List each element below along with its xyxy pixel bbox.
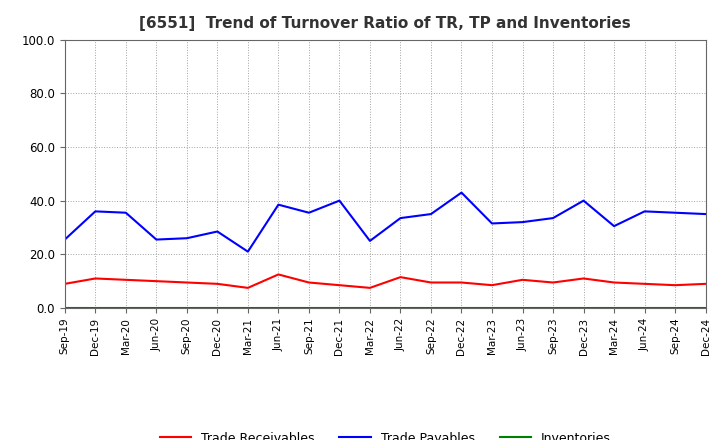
Trade Receivables <box>487 282 496 288</box>
Inventories <box>610 305 618 311</box>
Trade Payables <box>366 238 374 244</box>
Inventories <box>518 305 527 311</box>
Trade Receivables <box>671 282 680 288</box>
Trade Payables <box>213 229 222 234</box>
Trade Payables <box>152 237 161 242</box>
Trade Receivables <box>243 285 252 290</box>
Trade Payables <box>243 249 252 254</box>
Trade Payables <box>579 198 588 203</box>
Trade Receivables <box>366 285 374 290</box>
Trade Payables <box>396 216 405 221</box>
Trade Receivables <box>60 281 69 286</box>
Title: [6551]  Trend of Turnover Ratio of TR, TP and Inventories: [6551] Trend of Turnover Ratio of TR, TP… <box>140 16 631 32</box>
Inventories <box>549 305 557 311</box>
Trade Receivables <box>183 280 192 285</box>
Inventories <box>305 305 313 311</box>
Trade Receivables <box>457 280 466 285</box>
Line: Trade Receivables: Trade Receivables <box>65 275 706 288</box>
Trade Receivables <box>213 281 222 286</box>
Trade Receivables <box>152 279 161 284</box>
Line: Trade Payables: Trade Payables <box>65 193 706 252</box>
Inventories <box>457 305 466 311</box>
Trade Receivables <box>518 277 527 282</box>
Trade Payables <box>640 209 649 214</box>
Trade Receivables <box>335 282 343 288</box>
Trade Receivables <box>579 276 588 281</box>
Trade Payables <box>122 210 130 215</box>
Trade Receivables <box>549 280 557 285</box>
Trade Payables <box>549 216 557 221</box>
Trade Payables <box>487 221 496 226</box>
Trade Receivables <box>610 280 618 285</box>
Inventories <box>122 305 130 311</box>
Inventories <box>274 305 283 311</box>
Trade Payables <box>60 237 69 242</box>
Trade Receivables <box>122 277 130 282</box>
Trade Receivables <box>305 280 313 285</box>
Inventories <box>335 305 343 311</box>
Trade Payables <box>91 209 99 214</box>
Trade Payables <box>335 198 343 203</box>
Trade Receivables <box>427 280 436 285</box>
Trade Receivables <box>396 275 405 280</box>
Inventories <box>213 305 222 311</box>
Inventories <box>671 305 680 311</box>
Trade Receivables <box>640 281 649 286</box>
Trade Payables <box>610 224 618 229</box>
Inventories <box>183 305 192 311</box>
Trade Payables <box>427 211 436 216</box>
Trade Receivables <box>274 272 283 277</box>
Trade Payables <box>701 211 710 216</box>
Trade Receivables <box>91 276 99 281</box>
Inventories <box>366 305 374 311</box>
Trade Payables <box>457 190 466 195</box>
Inventories <box>243 305 252 311</box>
Trade Payables <box>671 210 680 215</box>
Inventories <box>152 305 161 311</box>
Trade Payables <box>183 235 192 241</box>
Trade Payables <box>274 202 283 207</box>
Trade Payables <box>305 210 313 215</box>
Trade Payables <box>518 220 527 225</box>
Inventories <box>396 305 405 311</box>
Trade Receivables <box>701 281 710 286</box>
Inventories <box>701 305 710 311</box>
Legend: Trade Receivables, Trade Payables, Inventories: Trade Receivables, Trade Payables, Inven… <box>155 427 616 440</box>
Inventories <box>91 305 99 311</box>
Inventories <box>60 305 69 311</box>
Inventories <box>487 305 496 311</box>
Inventories <box>579 305 588 311</box>
Inventories <box>427 305 436 311</box>
Inventories <box>640 305 649 311</box>
